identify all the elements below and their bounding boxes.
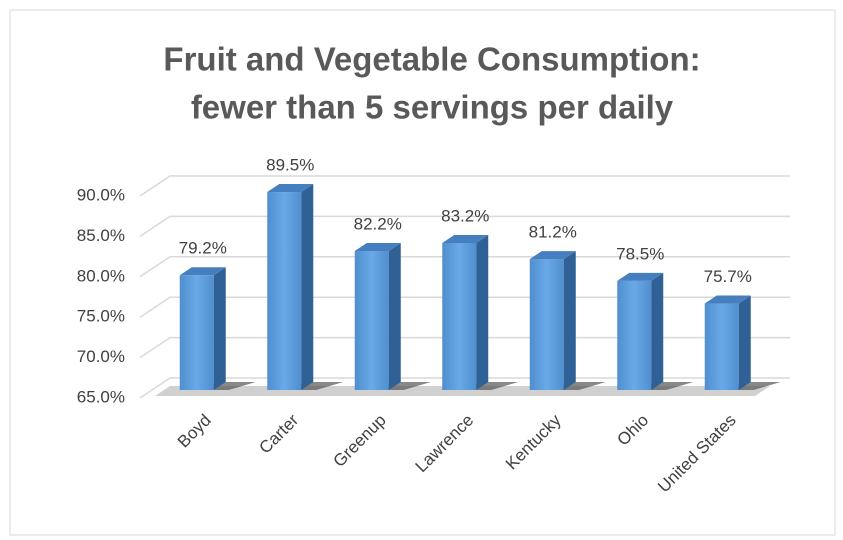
grid-line	[139, 336, 790, 359]
chart-title: Fruit and Vegetable Consumption:	[163, 41, 700, 78]
y-tick-label: 90.0%	[77, 185, 125, 204]
y-tick-label: 80.0%	[77, 266, 125, 285]
bar-top	[704, 295, 751, 304]
bar-top	[179, 267, 226, 276]
bar	[704, 303, 739, 390]
bar-side	[476, 234, 489, 390]
grid-line	[139, 175, 790, 197]
value-label: 78.5%	[616, 244, 664, 263]
bar-top	[354, 243, 401, 252]
y-tick-label: 85.0%	[77, 226, 125, 245]
grid-line	[139, 296, 790, 318]
bar-top	[529, 251, 576, 260]
bar	[442, 242, 477, 390]
bar-top	[442, 234, 489, 243]
bar-side	[301, 184, 314, 390]
bar	[354, 251, 389, 390]
bar-side	[563, 251, 576, 390]
bar	[529, 259, 564, 390]
bar-side	[388, 243, 401, 390]
bar	[267, 192, 302, 390]
bar-side	[651, 272, 664, 390]
value-label: 89.5%	[266, 156, 314, 175]
value-label: 83.2%	[441, 206, 489, 225]
bar-top	[267, 184, 314, 193]
chart-title: fewer than 5 servings per daily	[191, 89, 674, 126]
value-label: 81.2%	[529, 223, 577, 242]
bar	[617, 280, 652, 390]
bar-side	[213, 267, 226, 390]
y-tick-label: 70.0%	[77, 347, 125, 366]
bar-top	[617, 272, 664, 281]
grid-line	[139, 215, 790, 238]
value-label: 82.2%	[354, 215, 402, 234]
bar-side	[738, 295, 751, 390]
y-tick-label: 65.0%	[77, 387, 125, 406]
value-label: 79.2%	[179, 239, 227, 258]
value-label: 75.7%	[704, 267, 752, 286]
bar	[179, 275, 214, 390]
grid-line	[139, 377, 790, 399]
y-tick-label: 75.0%	[77, 307, 125, 326]
grid-line	[139, 256, 790, 278]
